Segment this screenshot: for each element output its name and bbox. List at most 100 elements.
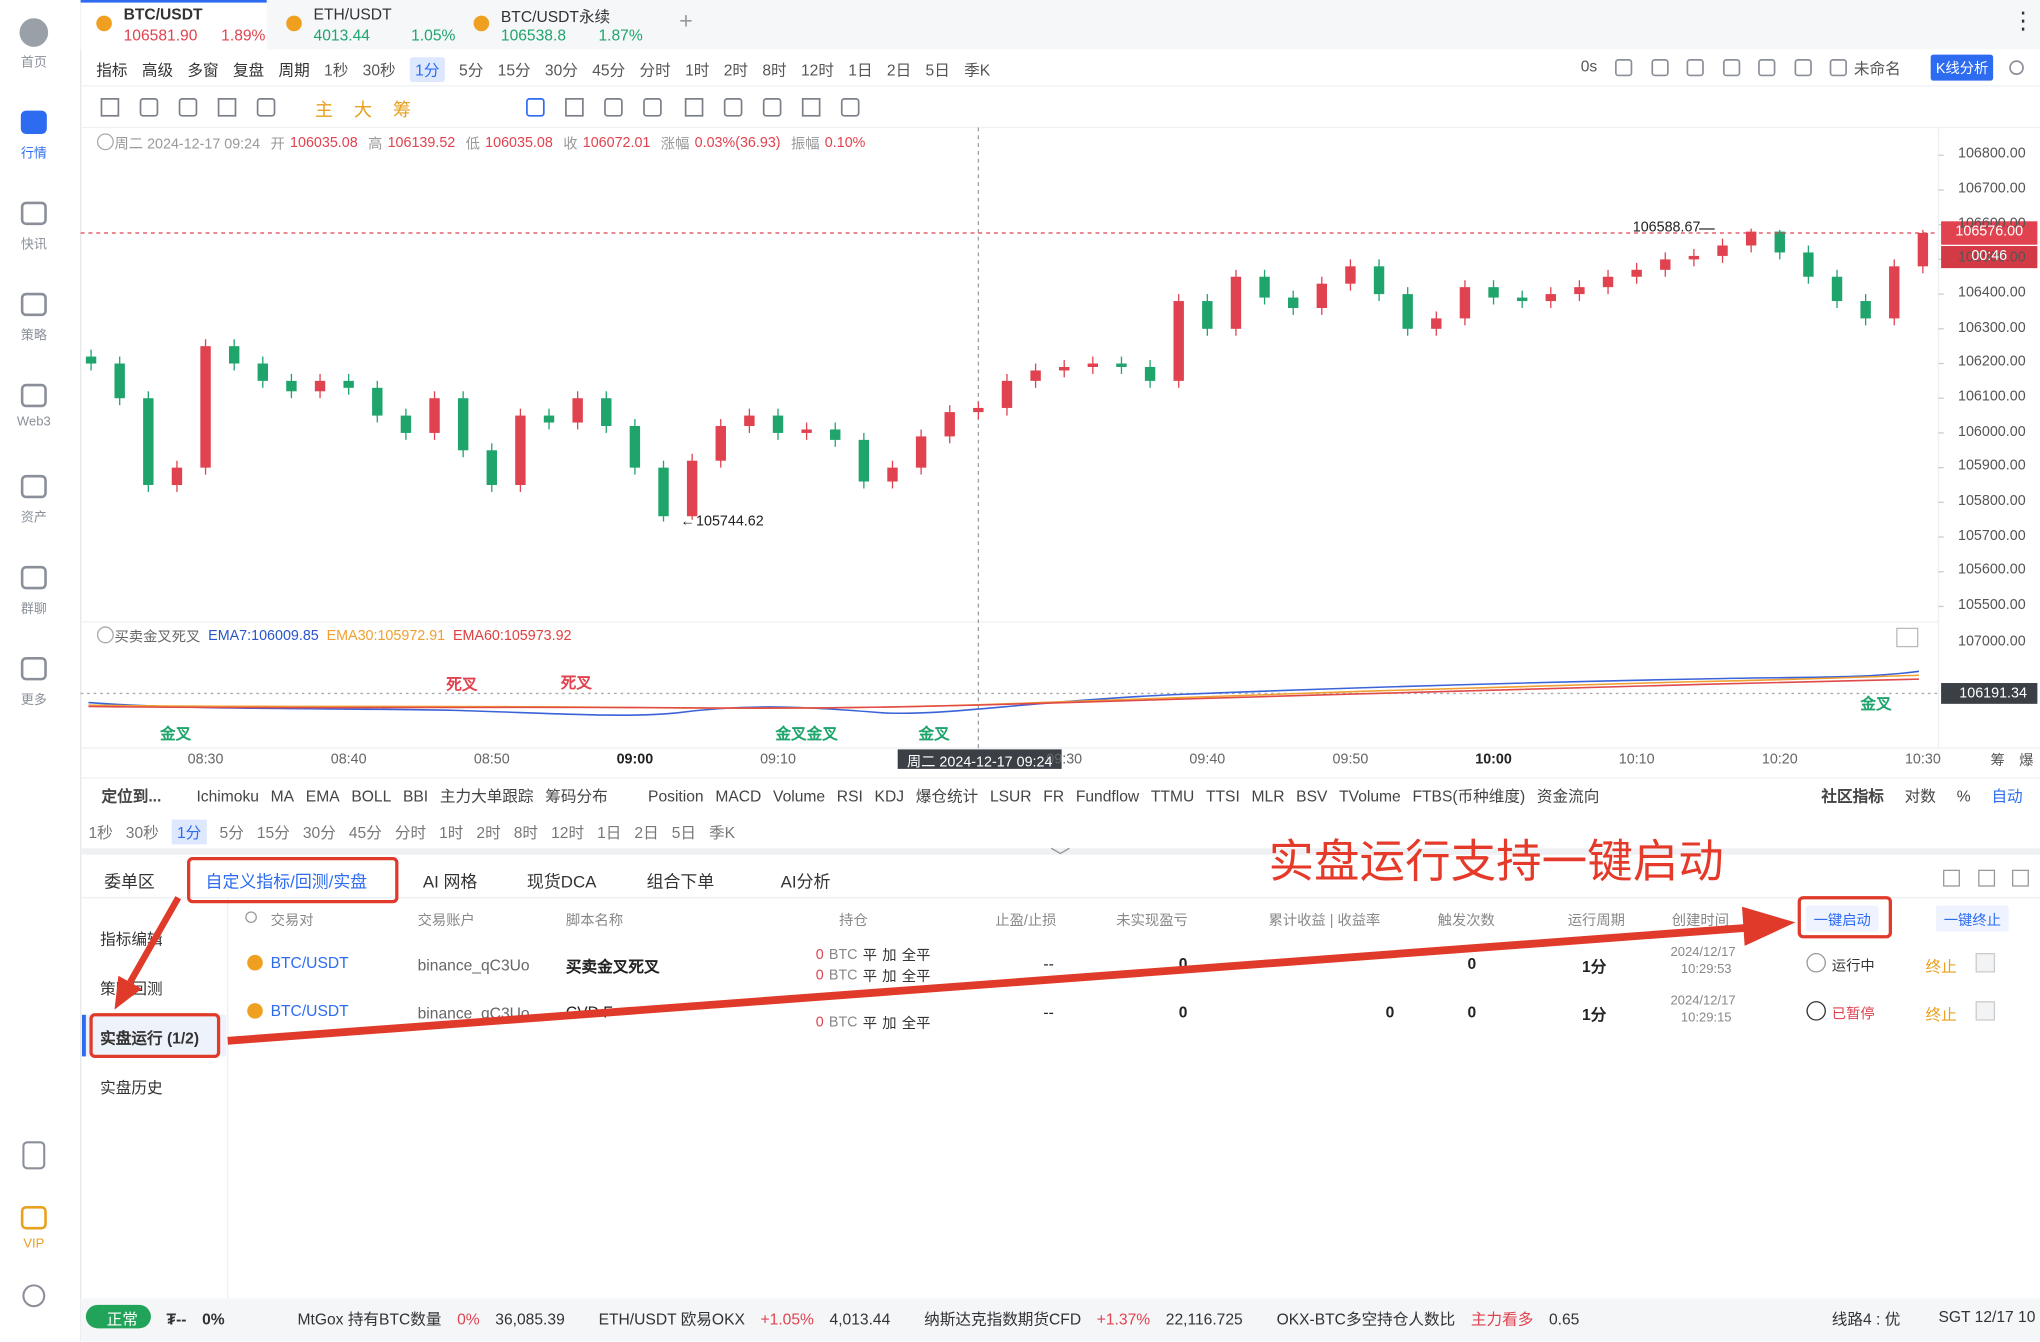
toolbar-item[interactable]: 复盘 (232, 61, 265, 80)
period-button[interactable]: 30秒 (362, 61, 396, 80)
indicator-item[interactable]: BSV (1296, 786, 1328, 805)
period-button[interactable]: 5日 (925, 61, 950, 80)
indicator-item[interactable]: TVolume (1339, 786, 1401, 805)
tab-price[interactable]: 4013.44 (313, 26, 370, 45)
tab-change[interactable]: 1.05% (411, 26, 456, 45)
ticker-name[interactable]: ETH/USDT 欧易OKX (598, 1310, 745, 1329)
phone-icon[interactable] (22, 1141, 46, 1170)
sidebar-label[interactable]: 行情 (20, 147, 47, 162)
cell-action[interactable]: 终止 (1925, 1005, 1957, 1024)
indicator-item[interactable]: Position (648, 786, 704, 805)
position-action[interactable]: 全平 (901, 1016, 931, 1032)
indicator-setting[interactable]: % (1956, 786, 1971, 805)
tab-change[interactable]: 1.87% (598, 26, 643, 45)
indicator-item[interactable]: 筹码分布 (545, 787, 608, 806)
indicator-item[interactable]: TTSI (1205, 786, 1240, 805)
tab-price[interactable]: 106538.8 (500, 26, 567, 45)
add-tab[interactable]: + (679, 7, 693, 34)
toolbar-item[interactable]: 高级 (141, 61, 174, 80)
tab-price[interactable]: 106581.90 (123, 26, 198, 45)
period-button[interactable]: 1时 (439, 823, 464, 842)
period-button[interactable]: 1日 (597, 823, 622, 842)
ticker-name[interactable]: OKX-BTC多空持仓人数比 (1276, 1310, 1456, 1329)
indicator-item[interactable]: Ichimoku (196, 786, 259, 805)
indicator-item[interactable]: BBI (402, 786, 429, 805)
toolbar-item[interactable]: 多窗 (187, 61, 219, 80)
position-action[interactable]: 全平 (901, 948, 931, 965)
indicator-item[interactable]: 资金流向 (1536, 787, 1600, 806)
period-button[interactable]: 45分 (592, 61, 626, 80)
period-button[interactable]: 1分 (171, 819, 207, 845)
settings-icon[interactable] (22, 1284, 46, 1308)
period-button[interactable]: 15分 (497, 61, 531, 80)
indicator-item[interactable]: MACD (715, 786, 762, 805)
drawing-tool[interactable]: 大 (353, 98, 373, 120)
period-button[interactable]: 15分 (256, 823, 290, 842)
layout-name[interactable]: 未命名 (1853, 59, 1901, 79)
indicator-item[interactable]: RSI (836, 786, 863, 805)
menu-item[interactable]: 策略回测 (100, 979, 163, 998)
period-button[interactable]: 5日 (671, 823, 697, 842)
kline-analysis-button[interactable]: K线分析 (1930, 54, 1994, 81)
panel-tab[interactable]: 组合下单 (646, 871, 715, 892)
sidebar-label[interactable]: 首页 (20, 55, 47, 71)
sidebar-label[interactable]: Web3 (16, 415, 51, 430)
sidebar-label[interactable]: 快讯 (20, 238, 47, 253)
indicator-setting[interactable]: 自动 (1991, 787, 2023, 806)
tab-symbol[interactable]: BTC/USDT永续 (500, 7, 611, 27)
period-button[interactable]: 季K (709, 823, 736, 842)
cell-pair[interactable]: BTC/USDT (270, 1001, 349, 1020)
panel-tab[interactable]: 委单区 (104, 871, 155, 892)
period-button[interactable]: 1秒 (324, 61, 349, 80)
toolbar-item[interactable]: 周期 (278, 61, 310, 80)
indicator-item[interactable]: KDJ (874, 786, 905, 805)
period-button[interactable]: 分时 (639, 61, 671, 80)
period-button[interactable]: 5分 (219, 823, 244, 842)
menu-item[interactable]: 实盘运行 (1/2) (100, 1029, 200, 1048)
more-menu[interactable]: ⋮ (2011, 7, 2035, 34)
position-action[interactable]: 加 (882, 948, 897, 965)
position-action[interactable]: 加 (882, 969, 897, 985)
menu-item[interactable]: 实盘历史 (100, 1078, 163, 1097)
sidebar-label[interactable]: VIP (23, 1237, 45, 1252)
toolbar-item[interactable]: 指标 (96, 61, 128, 80)
indicator-item[interactable]: MA (270, 786, 295, 805)
period-button[interactable]: 30分 (544, 61, 578, 80)
period-button[interactable]: 30秒 (125, 823, 159, 842)
expand-icon[interactable] (1896, 627, 1919, 648)
indicator-item[interactable]: MLR (1251, 786, 1285, 805)
position-action[interactable]: 加 (882, 1016, 897, 1032)
axis-tool[interactable]: 筹 (1990, 753, 2005, 769)
drawing-tool[interactable]: 主 (314, 98, 334, 120)
period-button[interactable]: 12时 (800, 61, 834, 80)
axis-tool[interactable]: 爆 (2019, 753, 2034, 769)
period-button[interactable]: 2日 (886, 61, 912, 80)
indicator-item[interactable]: Volume (773, 786, 826, 805)
indicator-item[interactable]: TTMU (1150, 786, 1195, 805)
period-button[interactable]: 8时 (513, 823, 539, 842)
action-button[interactable]: 一键启动 (1813, 913, 1871, 929)
period-button[interactable]: 分时 (394, 823, 427, 842)
indicator-item[interactable]: LSUR (989, 786, 1032, 805)
panel-tab[interactable]: AI分析 (780, 871, 831, 892)
indicator-item[interactable]: BOLL (351, 786, 392, 805)
position-action[interactable]: 平 (862, 948, 878, 965)
tab-symbol[interactable]: BTC/USDT (123, 5, 203, 24)
sidebar-label[interactable]: 策略 (20, 329, 47, 344)
period-button[interactable]: 1时 (685, 61, 710, 80)
panel-tab[interactable]: 现货DCA (526, 871, 597, 892)
cell-pair[interactable]: BTC/USDT (270, 953, 349, 972)
locate-button[interactable]: 定位到... (101, 787, 162, 806)
indicator-setting[interactable]: 社区指标 (1821, 787, 1884, 806)
indicator-item[interactable]: 主力大单跟踪 (439, 787, 534, 806)
period-button[interactable]: 30分 (302, 823, 336, 842)
sidebar-label[interactable]: 资产 (20, 511, 47, 526)
menu-item[interactable]: 指标编辑 (100, 930, 163, 949)
action-button[interactable]: 一键终止 (1943, 913, 2001, 929)
position-action[interactable]: 全平 (901, 969, 931, 985)
tab-change[interactable]: 1.89% (221, 26, 266, 45)
panel-tab[interactable]: 自定义指标/回测/实盘 (205, 871, 368, 892)
period-button[interactable]: 2时 (723, 61, 749, 80)
indicator-item[interactable]: 爆仓统计 (915, 787, 979, 806)
period-button[interactable]: 2日 (634, 823, 659, 842)
